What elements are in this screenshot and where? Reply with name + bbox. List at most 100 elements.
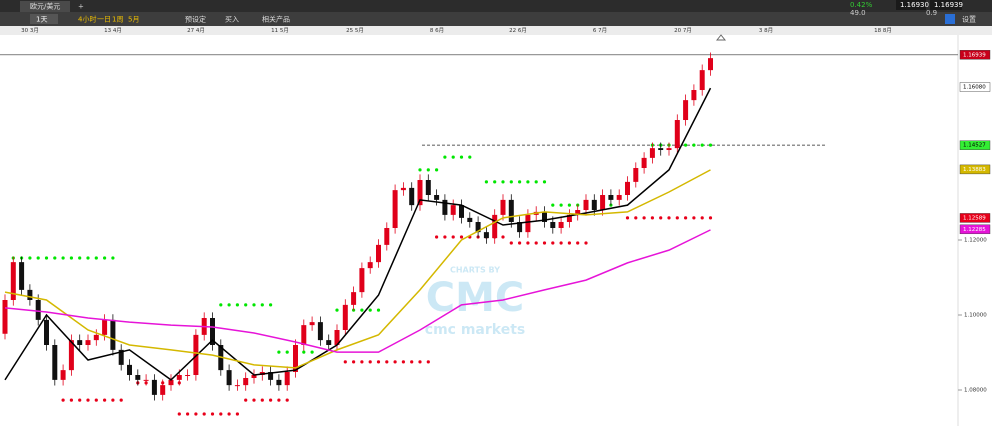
resistance-dot (103, 256, 107, 260)
candle-body (467, 217, 473, 223)
resistance-dot (368, 308, 372, 312)
candle-body (550, 222, 556, 229)
support-dot (111, 398, 115, 402)
mode-button[interactable] (945, 14, 955, 24)
toolbar-button[interactable]: 买入 (225, 16, 239, 24)
price-tag (959, 50, 991, 60)
candle-body (93, 334, 99, 341)
candle-body (608, 195, 614, 200)
price-tag-label: 1.14527 (963, 143, 986, 149)
support-dot (352, 360, 356, 364)
candle-body (77, 340, 83, 346)
candle-body (268, 372, 274, 380)
scroll-marker[interactable] (715, 34, 727, 41)
candle-body (566, 214, 572, 223)
timeframe[interactable]: 4小时 (78, 15, 96, 24)
resistance-dot (78, 256, 82, 260)
candle-body (226, 370, 232, 386)
timeframe[interactable]: 5月 (128, 16, 139, 24)
support-dot (501, 235, 505, 239)
support-dot (385, 360, 389, 364)
support-dot (459, 235, 464, 239)
settings[interactable]: 设置 (962, 15, 976, 24)
x-tick-label: 22 6月 (509, 27, 527, 34)
support-dot (451, 235, 455, 239)
support-dot (659, 216, 663, 220)
resistance-dot (252, 303, 256, 307)
support-dot (675, 216, 679, 220)
candle-body (625, 181, 630, 196)
candle-body (176, 375, 182, 380)
support-dot (194, 412, 198, 416)
buy-box[interactable] (930, 0, 962, 10)
support-dot (285, 398, 289, 402)
support-dot (219, 412, 223, 416)
resistance-dot (219, 303, 223, 307)
moving-average (4, 229, 711, 353)
support-dot (625, 216, 630, 220)
resistance-dot (53, 256, 57, 260)
candle-body (649, 148, 655, 158)
support-dot (235, 412, 239, 416)
support-dot (526, 241, 530, 245)
resistance-dot (708, 143, 713, 147)
resistance-dot (493, 180, 497, 184)
support-dot (443, 235, 447, 239)
resistance-dot (285, 350, 289, 354)
support-dot (269, 398, 273, 402)
resistance-dot (269, 303, 273, 307)
toolbar-button[interactable]: 相关产品 (262, 15, 290, 24)
candle-body (376, 244, 381, 263)
moving-average (4, 87, 712, 381)
tab[interactable] (20, 1, 70, 12)
candle-body (392, 190, 398, 229)
resistance-dot (376, 308, 381, 312)
support-dot (692, 216, 696, 220)
sell-box[interactable] (896, 0, 926, 10)
support-dot (435, 235, 439, 239)
interval-box[interactable] (30, 14, 58, 24)
candle-body (351, 292, 357, 305)
resistance-dot (459, 155, 464, 159)
price-tag-label: 1.12285 (963, 227, 986, 233)
candle-body (210, 318, 215, 346)
interval[interactable]: 1天 (36, 16, 47, 24)
support-dot (119, 398, 123, 402)
support-dot (576, 241, 580, 245)
price-tag-label: 1.16080 (963, 85, 986, 91)
price-tag (959, 82, 991, 92)
timeframe[interactable]: 一日 (97, 16, 111, 24)
support-dot (642, 216, 646, 220)
toolbar-button[interactable]: 预设定 (185, 15, 206, 24)
candle-body (666, 148, 672, 151)
resistance-dot (567, 203, 572, 207)
y-tick-label: 1.08000 (964, 388, 987, 394)
resistance-dot (451, 155, 455, 159)
spread-info: 0.9 (926, 9, 937, 17)
support-dot (69, 398, 73, 402)
price-tag-label: 1.16939 (963, 52, 986, 58)
resistance-dot (684, 143, 688, 147)
resistance-dot (310, 350, 314, 354)
support-dot (277, 398, 281, 402)
x-tick-label: 30 3月 (21, 27, 39, 34)
candle-body (425, 180, 431, 196)
candle-body (708, 58, 713, 71)
sell-price[interactable]: 1.16930 (900, 1, 929, 9)
price-tag (959, 164, 991, 175)
candle-body (442, 199, 448, 215)
candle-body (417, 180, 423, 206)
candle-body (492, 214, 498, 239)
x-tick-label: 6 7月 (593, 27, 607, 34)
new-tab[interactable]: + (78, 3, 84, 11)
resistance-dot (443, 155, 447, 159)
timeframe[interactable]: 1周 (112, 16, 123, 24)
support-dot (534, 241, 538, 245)
candle-body (683, 100, 689, 121)
candle-body (384, 228, 390, 245)
buy-price[interactable]: 1.16939 (934, 1, 963, 9)
tab-title[interactable]: 欧元/美元 (30, 2, 60, 11)
support-dot (634, 216, 638, 220)
x-tick-label: 8 6月 (430, 27, 444, 34)
candle-body (591, 199, 597, 211)
